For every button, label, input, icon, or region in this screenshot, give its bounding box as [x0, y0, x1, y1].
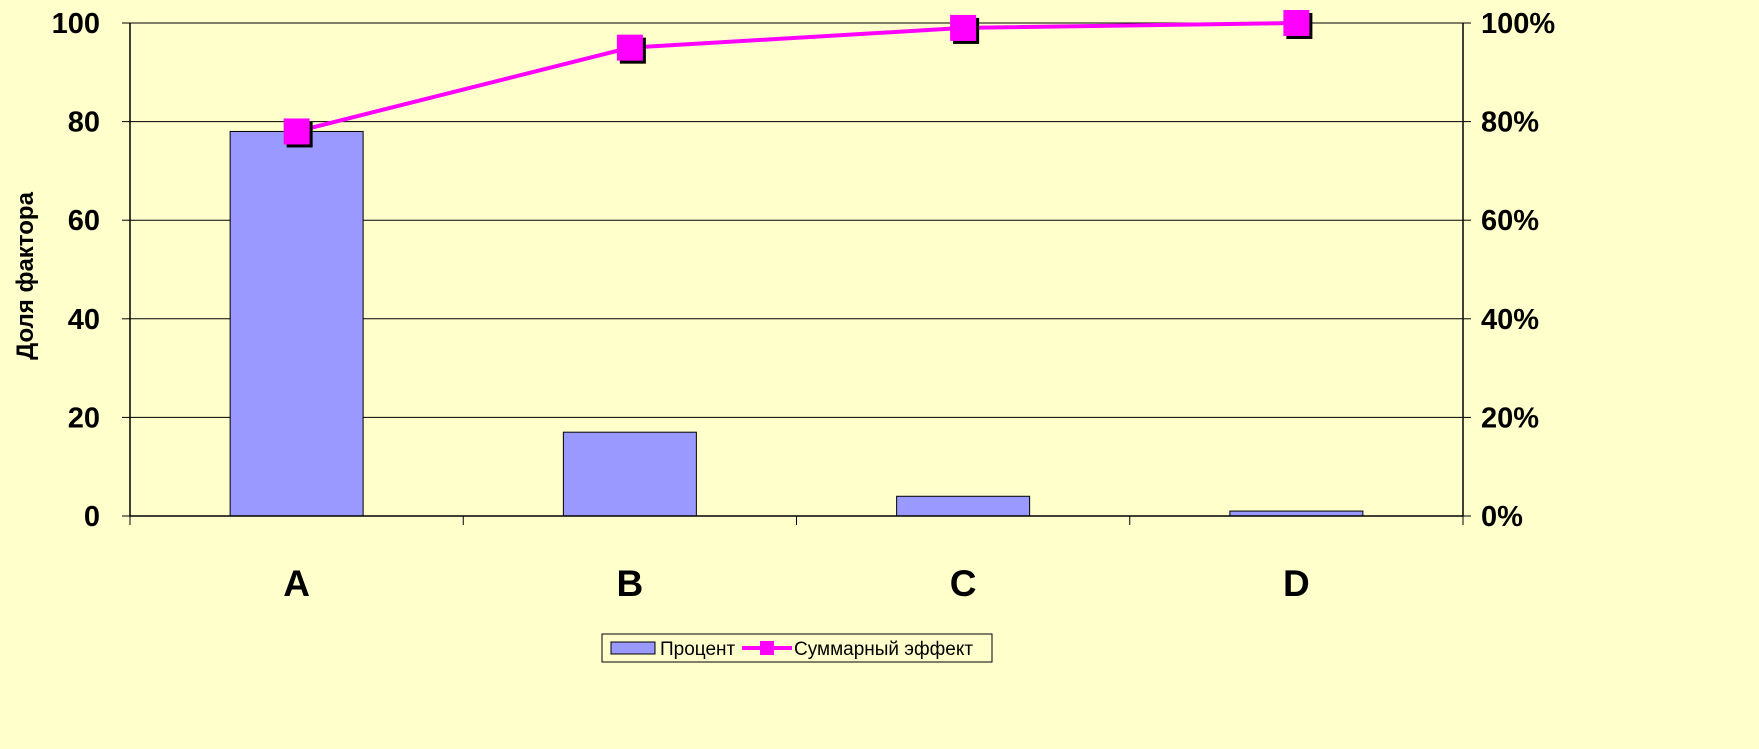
y-tick-label: 40: [68, 304, 100, 336]
y-tick-label: 100: [52, 8, 100, 40]
line-marker: [950, 14, 977, 41]
cumulative-line: [296, 21, 1297, 134]
y-tick-label: 0: [84, 501, 100, 533]
legend-label-line: Суммарный эффект: [794, 639, 973, 660]
line-series: [283, 10, 1313, 148]
legend-label-bar: Процент: [660, 639, 736, 660]
bar: [229, 130, 364, 517]
y2-tick-label: 40%: [1481, 304, 1539, 336]
bar: [896, 495, 1031, 517]
x-tick-label: A: [283, 563, 310, 604]
line-marker: [1283, 10, 1310, 36]
y2-tick-label: 100%: [1481, 8, 1555, 40]
x-tick-label: D: [1283, 563, 1310, 604]
line-marker: [283, 118, 310, 145]
y-axis-title: Доля фактора: [12, 191, 39, 359]
y-tick-label: 20: [68, 402, 100, 434]
line-marker: [616, 34, 643, 61]
y2-tick-label: 60%: [1481, 205, 1539, 237]
bar: [562, 431, 697, 517]
legend-box: [601, 633, 993, 663]
axis-labels: 0 0% 20 20% 40 40% 60 60% 80 80% 100 100% A B C D: [52, 8, 1556, 604]
legend-swatch-bar: [610, 641, 656, 655]
y2-tick-label: 80%: [1481, 107, 1539, 139]
legend-swatch-marker: [760, 641, 774, 655]
legend: Процент Суммарный эффект: [601, 633, 993, 663]
y-tick-label: 60: [68, 205, 100, 237]
y2-tick-label: 20%: [1481, 402, 1539, 434]
y2-tick-label: 0%: [1481, 501, 1523, 533]
x-tick-label: C: [950, 563, 977, 604]
bar-series: [229, 130, 1364, 517]
y-tick-label: 80: [68, 107, 100, 139]
x-tick-label: B: [617, 563, 644, 604]
axes: [122, 22, 1471, 525]
